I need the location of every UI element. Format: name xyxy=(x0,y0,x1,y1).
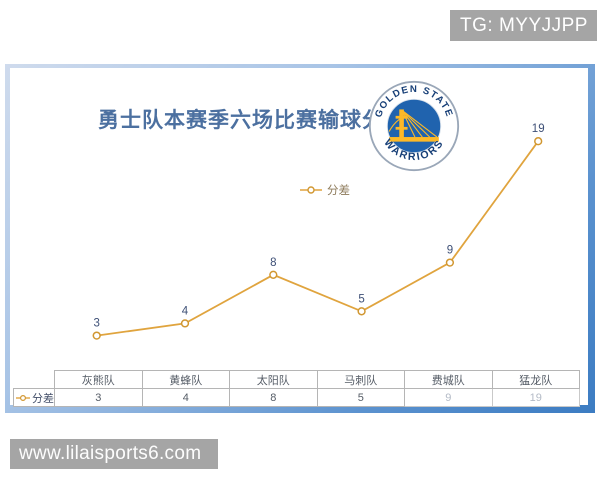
warriors-logo: GOLDEN STATE WARRIORS xyxy=(368,80,460,172)
table-value-cell: 5 xyxy=(316,388,405,407)
table-value-cell: 4 xyxy=(141,388,230,407)
table-corner-cell xyxy=(14,371,55,389)
table-column-header: 灰熊队 xyxy=(54,370,143,389)
table-column-header: 费城队 xyxy=(404,370,493,389)
table-value-row: 分差 3 4 8 5 9 19 xyxy=(13,388,580,407)
table-column-header: 马刺队 xyxy=(316,370,405,389)
chart-data-table: 灰熊队 黄蜂队 太阳队 马刺队 费城队 猛龙队 分差 3 xyxy=(13,370,580,407)
bridge-icon xyxy=(388,109,439,142)
website-watermark: www.lilaisports6.com xyxy=(10,439,218,469)
table-row-label-cell: 分差 xyxy=(13,388,55,407)
table-value-cell: 3 xyxy=(54,388,143,407)
warriors-logo-icon: GOLDEN STATE WARRIORS xyxy=(368,80,460,172)
table-header-row: 灰熊队 黄蜂队 太阳队 马刺队 费城队 猛龙队 xyxy=(14,370,580,389)
table-value-cell: 8 xyxy=(229,388,318,407)
legend-line-marker-icon xyxy=(300,186,322,194)
telegram-watermark-badge: TG: MYYJJPP xyxy=(450,10,597,41)
chart-title: 勇士队本赛季六场比赛输球分差 xyxy=(98,108,406,132)
table-column-header: 黄蜂队 xyxy=(141,370,230,389)
table-row-label: 分差 xyxy=(32,392,54,405)
chart-legend: 分差 xyxy=(300,182,350,198)
series-marker-icon xyxy=(16,394,30,401)
legend-series-label: 分差 xyxy=(327,185,350,197)
table-column-header: 猛龙队 xyxy=(491,370,580,389)
table-column-header: 太阳队 xyxy=(229,370,318,389)
table-value-cell: 19 xyxy=(491,388,580,407)
table-value-cell: 9 xyxy=(404,388,493,407)
